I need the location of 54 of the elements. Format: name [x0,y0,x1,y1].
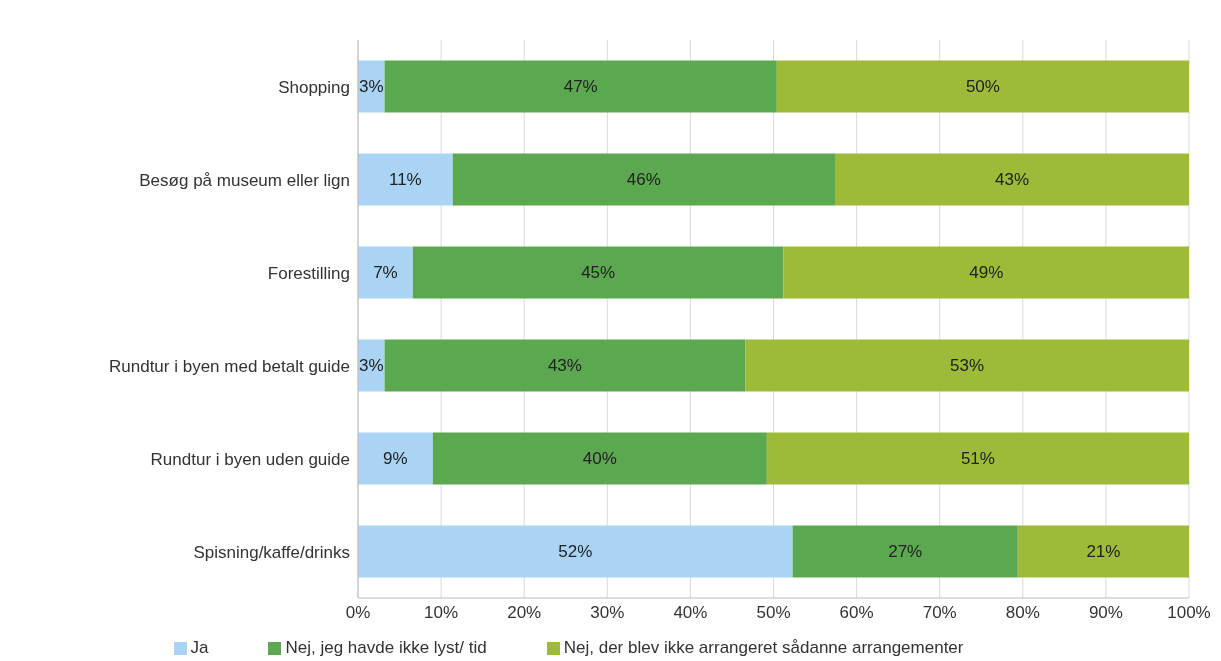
bar [745,339,1189,392]
data-label: 43% [994,169,1030,189]
data-label: 51% [960,448,995,468]
y-tick-label: Rundtur i byen uden guide [150,449,350,469]
data-label: 52% [558,541,593,561]
bar [766,432,1189,485]
bar [834,153,1189,206]
legend-label: Nej, jeg havde ikke lyst/ tid [285,638,487,657]
y-tick-label: Forestilling [267,263,350,283]
x-tick-label: 50% [756,603,791,623]
x-tick-label: 40% [673,603,708,623]
data-label: 50% [965,76,1000,96]
data-label: 27% [888,541,923,561]
legend-label: Ja [190,638,209,657]
x-tick-label: 0% [345,603,371,623]
data-label: 11% [388,169,422,189]
x-tick-label: 20% [507,603,542,623]
legend-label: Nej, der blev ikke arrangeret sådanne arrangementer [563,638,964,657]
y-tick-label: Rundtur i byen med betalt guide [109,356,350,376]
bar [432,432,767,485]
data-label: 9% [383,448,408,468]
data-label: 40% [582,448,617,468]
x-tick-label: 60% [839,603,874,623]
data-label: 7% [373,262,398,282]
bar [358,525,793,578]
x-tick-label: 90% [1088,603,1123,623]
y-tick-label: Shopping [278,77,350,97]
data-label: 3% [359,76,384,96]
bar [1017,525,1189,578]
bar [412,246,784,299]
x-tick-label: 80% [1005,603,1040,623]
x-tick-label: 70% [922,603,957,623]
bar [452,153,835,206]
data-label: 45% [581,262,616,282]
x-tick-label: 100% [1167,603,1211,623]
bar [384,339,746,392]
y-tick-label: Besøg på museum eller lign [139,170,350,190]
data-label: 46% [626,169,661,189]
bar [384,60,777,113]
data-label: 21% [1086,541,1121,561]
bar [358,246,413,299]
bar [783,246,1189,299]
data-label: 3% [359,355,384,375]
x-tick-label: 30% [590,603,625,623]
data-label: 47% [563,76,598,96]
bar [358,432,433,485]
bar [358,153,453,206]
bar [792,525,1018,578]
data-label: 43% [547,355,582,375]
y-tick-label: Spisning/kaffe/drinks [193,542,350,562]
x-tick-label: 10% [424,603,459,623]
data-label: 49% [969,262,1004,282]
bar [776,60,1189,113]
data-label: 53% [950,355,985,375]
